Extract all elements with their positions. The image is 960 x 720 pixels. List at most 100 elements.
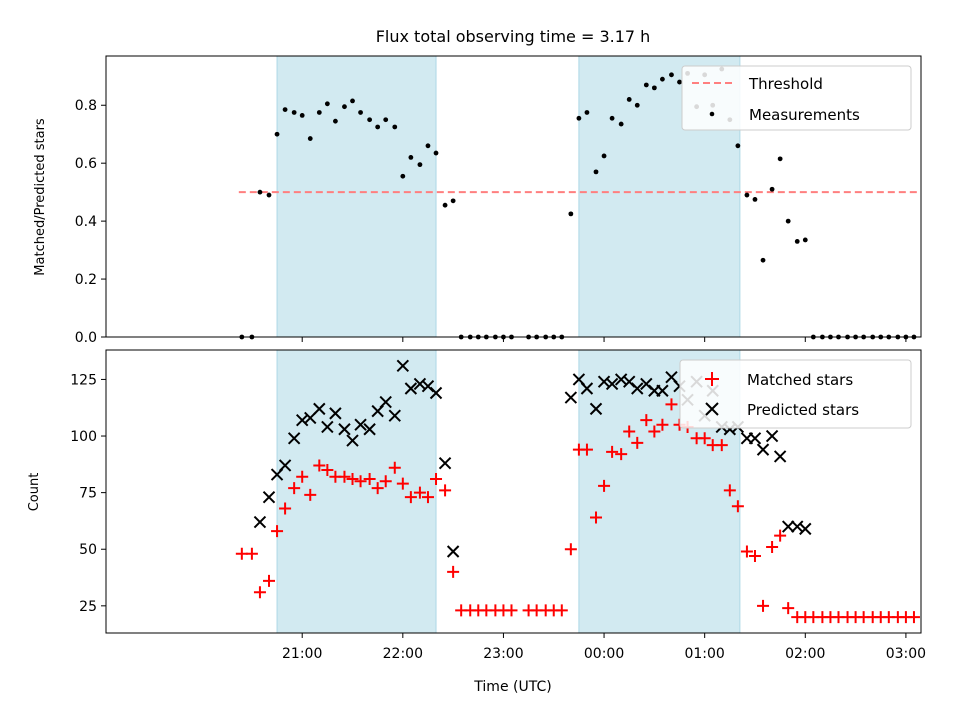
count-legend-box [679, 359, 912, 429]
measurement-point [643, 82, 649, 88]
matched-point [907, 611, 920, 624]
measurement-point [274, 131, 280, 137]
ratio-y-tick-label: 0.4 [75, 214, 97, 230]
x-tick-label: 01:00 [684, 646, 724, 662]
count-shaded-band [276, 349, 437, 634]
matched-point [363, 473, 376, 486]
predicted-point [597, 375, 611, 388]
ratio-plot-frame [105, 55, 922, 338]
predicted-point [396, 359, 410, 373]
measurement-point [568, 211, 574, 217]
count-panel: 25 50 75 100 125 21:00 22:00 23:00 00:00 01:00 02:… [27, 349, 926, 662]
x-tick-label: 23:00 [483, 646, 523, 662]
matched-point [505, 604, 518, 617]
count-legend: Matched stars Predicted stars [679, 359, 912, 429]
ratio-shaded-bands [276, 55, 741, 338]
count-y-tick-label: 100 [70, 429, 97, 445]
predicted-point [253, 515, 267, 529]
matched-point [371, 482, 384, 495]
count-y-tick-label: 75 [79, 486, 97, 502]
measurement-point [350, 98, 355, 104]
measurement-point [660, 76, 665, 82]
measurement-point [760, 257, 766, 263]
predicted-point [404, 382, 418, 395]
predicted-point [438, 456, 452, 470]
predicted-point [262, 490, 276, 504]
x-tick-label: 00:00 [584, 646, 624, 662]
measurement-point [618, 121, 624, 127]
predicted-point [791, 520, 804, 533]
matched-point [271, 525, 284, 538]
measurement-point [333, 118, 338, 124]
predicted-point [287, 432, 301, 445]
matched-point [731, 500, 744, 513]
matched-point [304, 488, 317, 501]
measurement-point [785, 218, 791, 224]
matched-point [766, 540, 779, 553]
measurement-point [593, 169, 599, 175]
count-plot-frame [105, 349, 922, 634]
matched-point [354, 475, 367, 488]
predicted-point [295, 413, 309, 427]
measurement-point [769, 186, 775, 192]
measurement-point [291, 110, 297, 115]
predicted-point [413, 377, 427, 391]
predicted-point [329, 407, 342, 420]
ratio-y-tick-label: 0.8 [75, 98, 97, 114]
measurement-point [408, 154, 414, 160]
measurement-point [383, 117, 389, 123]
measurement-point [584, 110, 590, 115]
matched-point [715, 439, 728, 452]
matched-point [757, 599, 770, 612]
matched-point [615, 448, 628, 461]
ratio-panel: 0.00.20.40.60.8 Matched/Predicted stars … [33, 55, 922, 346]
threshold-legend-label: Threshold [748, 75, 823, 93]
ratio-shaded-band [276, 55, 437, 338]
measurement-point [802, 237, 808, 243]
x-tick-label: 21:00 [282, 646, 322, 662]
measurement-point [400, 173, 406, 179]
matched-point [235, 547, 248, 560]
predicted-point [756, 443, 770, 456]
predicted-point [379, 395, 392, 409]
ratio-legend-box [681, 65, 912, 131]
predicted-point [388, 409, 401, 422]
count-data [235, 359, 920, 624]
matched-point [782, 602, 795, 615]
measurement-point [744, 192, 750, 198]
measurement-point [282, 107, 288, 112]
matched-point [379, 475, 392, 488]
predicted-point [278, 459, 292, 472]
measurement-point [266, 192, 272, 198]
ratio-y-axis-label: Matched/Predicted stars [33, 118, 48, 276]
predicted-point [799, 522, 812, 536]
matched-point [656, 418, 669, 431]
predicted-point [580, 382, 594, 395]
predicted-point [446, 545, 460, 558]
measurement-point [307, 136, 313, 141]
matched-point [665, 398, 678, 411]
predicted-point [338, 423, 351, 436]
measurement-point [425, 143, 431, 149]
count-y-tick-label: 25 [79, 599, 97, 615]
measurement-point [324, 101, 330, 107]
measurement-point [669, 72, 674, 78]
matched-point [288, 482, 301, 495]
matched-point [598, 479, 611, 492]
predicted-point [748, 432, 762, 445]
measurement-point [299, 112, 305, 118]
measurement-point [257, 189, 263, 195]
ratio-y-tick-label: 0.2 [75, 272, 97, 288]
predicted-point [773, 450, 787, 463]
measurement-point [626, 97, 632, 102]
matched-point [396, 477, 409, 490]
ratio-y-tick-label: 0.0 [75, 330, 97, 346]
x-axis-label: Time (UTC) [473, 679, 551, 695]
predicted-point [354, 418, 367, 431]
matched-point [346, 473, 359, 486]
count-shaded-bands [276, 349, 741, 634]
measurement-point [651, 85, 657, 91]
predicted-point [564, 391, 578, 404]
measurement-point [392, 124, 398, 130]
matched-legend-swatch [705, 372, 719, 386]
